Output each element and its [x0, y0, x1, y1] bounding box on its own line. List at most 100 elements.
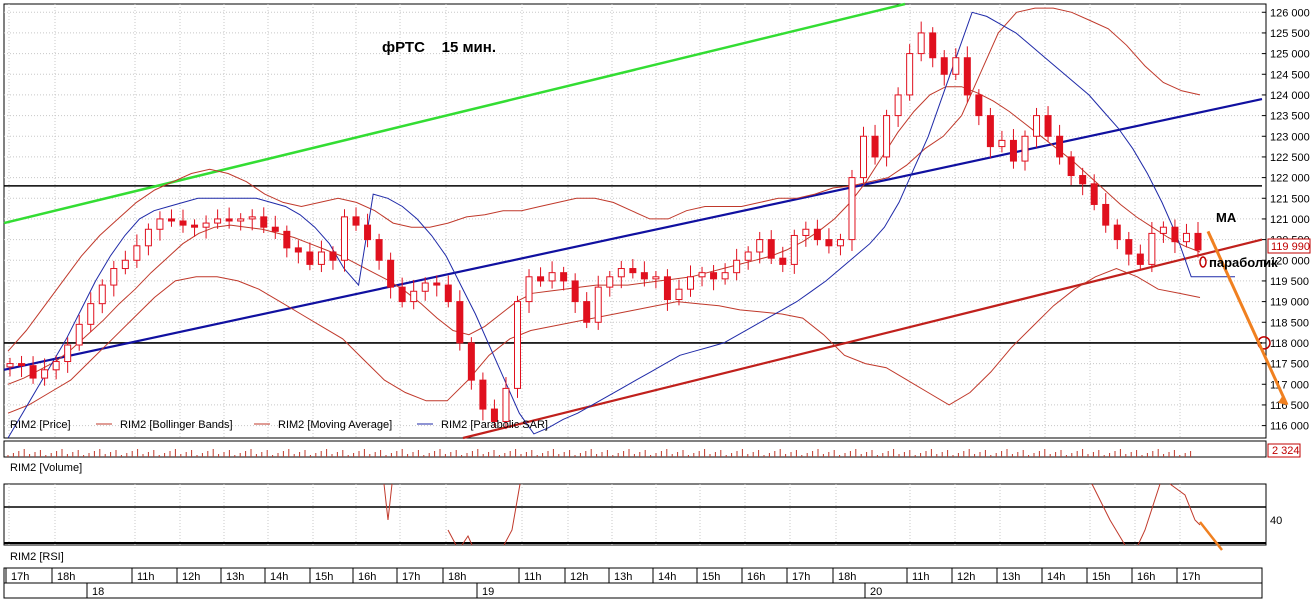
candle-up: [64, 344, 72, 363]
candle-up: [340, 216, 348, 261]
candle-up: [790, 234, 798, 265]
hour-label: 13h: [614, 571, 632, 583]
forecast-arrowhead-price: [1278, 394, 1287, 405]
candle-up: [721, 272, 729, 280]
candle-down: [456, 301, 464, 344]
volume-last-label: 2 324: [1272, 445, 1300, 457]
hour-label: 16h: [1137, 571, 1155, 583]
hour-label: 12h: [570, 571, 588, 583]
candle-down: [467, 342, 475, 381]
candle-down: [1194, 232, 1202, 251]
candle-up: [998, 139, 1006, 148]
candle-down: [767, 239, 775, 259]
candle-down: [479, 379, 487, 410]
candle-down: [537, 276, 545, 282]
legend-rsi: RIM2 [RSI]: [10, 551, 64, 563]
chart-title: фРТС 15 мин.: [382, 39, 496, 56]
candle-down: [1044, 115, 1052, 137]
candle-down: [433, 282, 441, 286]
candle-up: [906, 53, 914, 96]
bollinger-bands: [7, 7, 1201, 414]
candle-up: [525, 276, 533, 303]
y-tick-label: 116 000: [1270, 421, 1309, 433]
candle-down: [387, 259, 395, 288]
hour-label: 11h: [912, 571, 930, 583]
hour-label: 17h: [402, 571, 420, 583]
candle-up: [883, 115, 891, 158]
candle-up: [952, 57, 960, 75]
forecast-arrow-price: [1206, 230, 1289, 406]
parabolic-sar: [7, 11, 1235, 439]
candle-down: [364, 224, 372, 241]
candle-up: [548, 272, 556, 282]
candle-up: [317, 251, 325, 265]
candle-up: [156, 218, 164, 230]
hour-label: 13h: [1002, 571, 1020, 583]
candle-down: [260, 216, 268, 228]
last-value-badge: [1267, 238, 1311, 254]
candle-down: [1056, 135, 1064, 158]
y-tick-label: 121 000: [1270, 214, 1310, 226]
candle-down: [813, 228, 821, 241]
candle-up: [121, 259, 129, 270]
candle-up: [502, 387, 510, 422]
candle-down: [167, 218, 175, 222]
hour-label: 11h: [524, 571, 542, 583]
hour-label: 11h: [137, 571, 155, 583]
hour-label: 14h: [270, 571, 288, 583]
hour-label: 18h: [838, 571, 856, 583]
candle-down: [1113, 224, 1121, 241]
hour-label: 16h: [358, 571, 376, 583]
candle-down: [398, 286, 406, 303]
y-tick-label: 125 500: [1270, 28, 1310, 40]
rsi-segment: [1091, 483, 1126, 546]
candle-down: [191, 224, 199, 228]
candle-up: [98, 284, 106, 305]
legend-sar: RIM2 [Parabolic SAR]: [441, 419, 548, 431]
candle-up: [687, 276, 695, 290]
candle-up: [802, 228, 810, 236]
hour-label: 15h: [1092, 571, 1110, 583]
candle-up: [860, 135, 868, 179]
candle-up: [1033, 115, 1041, 137]
rsi-tick-40: 40: [1270, 515, 1282, 527]
candle-down: [640, 272, 648, 280]
candle-up: [144, 228, 152, 247]
candle-down: [490, 408, 498, 422]
forecast-arrow-rsi: [1199, 521, 1223, 551]
candle-up: [594, 286, 602, 323]
y-tick-label: 119 000: [1270, 297, 1309, 309]
candle-up: [110, 268, 118, 286]
candle-up: [894, 94, 902, 117]
legend-bollinger: RIM2 [Bollinger Bands]: [120, 419, 233, 431]
hour-label: 15h: [315, 571, 333, 583]
candle-up: [1159, 226, 1167, 234]
bollinger-upper: [7, 7, 1201, 352]
y-tick-label: 124 000: [1270, 90, 1310, 102]
y-tick-label: 117 500: [1270, 359, 1309, 371]
bollinger-lower: [7, 267, 1201, 414]
candle-down: [271, 226, 279, 232]
hour-label: 18h: [448, 571, 466, 583]
candle-down: [352, 216, 360, 226]
candle-up: [513, 301, 521, 389]
candle-up: [756, 239, 764, 253]
candle-up: [87, 303, 95, 325]
candle-down: [963, 57, 971, 96]
parabolic-annotation: параболик: [1209, 255, 1278, 270]
day-label: 20: [870, 586, 882, 598]
candle-down: [1136, 253, 1144, 265]
trendline-green: [3, 2, 906, 225]
candle-down: [571, 280, 579, 303]
hour-label: 17h: [792, 571, 810, 583]
candle-up: [6, 363, 14, 368]
volume-badge: [1267, 443, 1301, 458]
legend-volume: RIM2 [Volume]: [10, 462, 82, 474]
trendline-blue: [3, 97, 1263, 371]
candle-down: [306, 251, 314, 265]
candle-down: [1090, 183, 1098, 205]
candle-down: [1171, 226, 1179, 243]
hour-label: 15h: [702, 571, 720, 583]
y-tick-label: 118 500: [1270, 317, 1309, 329]
candle-up: [617, 268, 625, 278]
